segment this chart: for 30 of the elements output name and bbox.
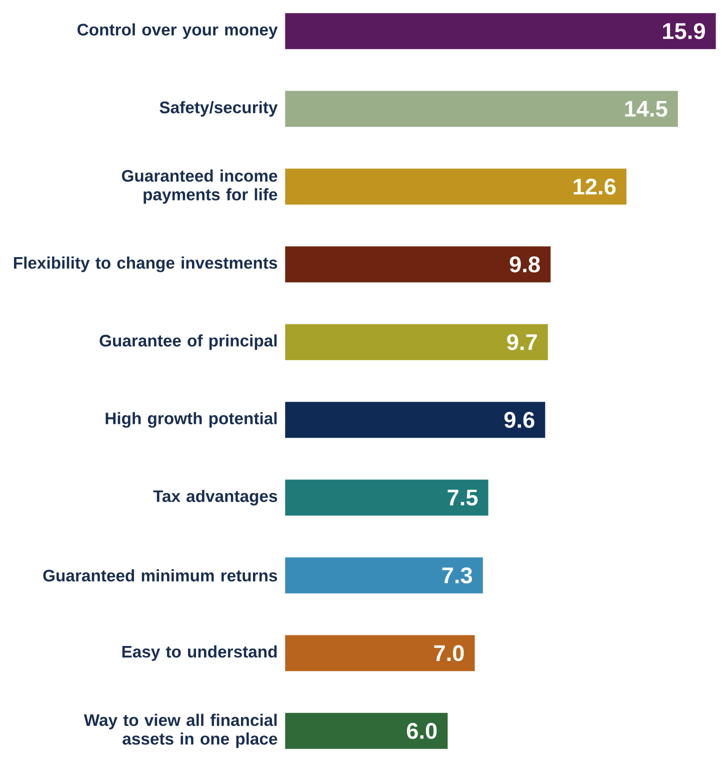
bar xyxy=(284,480,488,516)
data-label: 9.6 xyxy=(504,412,534,428)
data-label: 7.5 xyxy=(447,490,478,506)
data-label: 9.7 xyxy=(506,334,537,350)
data-label: 15.9 xyxy=(662,23,705,40)
bar xyxy=(284,13,716,50)
bar xyxy=(284,712,448,749)
data-label: 9.8 xyxy=(510,256,540,272)
y-tick-label: Guarantee of principal xyxy=(99,334,276,350)
data-label: 12.6 xyxy=(573,178,616,195)
y-tick-label: Guaranteed minimum returns xyxy=(43,569,277,582)
bar xyxy=(284,557,483,594)
bar xyxy=(284,168,626,205)
y-tick-label: Tax advantages xyxy=(152,490,277,506)
y-tick-label: Easy to understand xyxy=(122,645,276,661)
data-label: 6.0 xyxy=(406,722,436,739)
y-tick-label: Control over your money xyxy=(77,23,278,39)
bar xyxy=(284,90,678,127)
data-label: 7.0 xyxy=(434,645,464,662)
y-tick-label: Safety/security xyxy=(159,101,278,117)
bar xyxy=(284,402,545,438)
y-tick-label: Guaranteed income payments for life xyxy=(122,170,277,204)
bar xyxy=(284,635,475,672)
y-tick-label: Way to view all financial assets in one place xyxy=(84,714,277,748)
data-label: 7.3 xyxy=(442,567,472,584)
y-tick-label: Flexibility to change investments xyxy=(14,256,277,272)
data-label: 14.5 xyxy=(624,100,667,117)
bar xyxy=(284,246,550,282)
y-tick-label: High growth potential xyxy=(106,412,276,428)
bar xyxy=(284,324,548,360)
